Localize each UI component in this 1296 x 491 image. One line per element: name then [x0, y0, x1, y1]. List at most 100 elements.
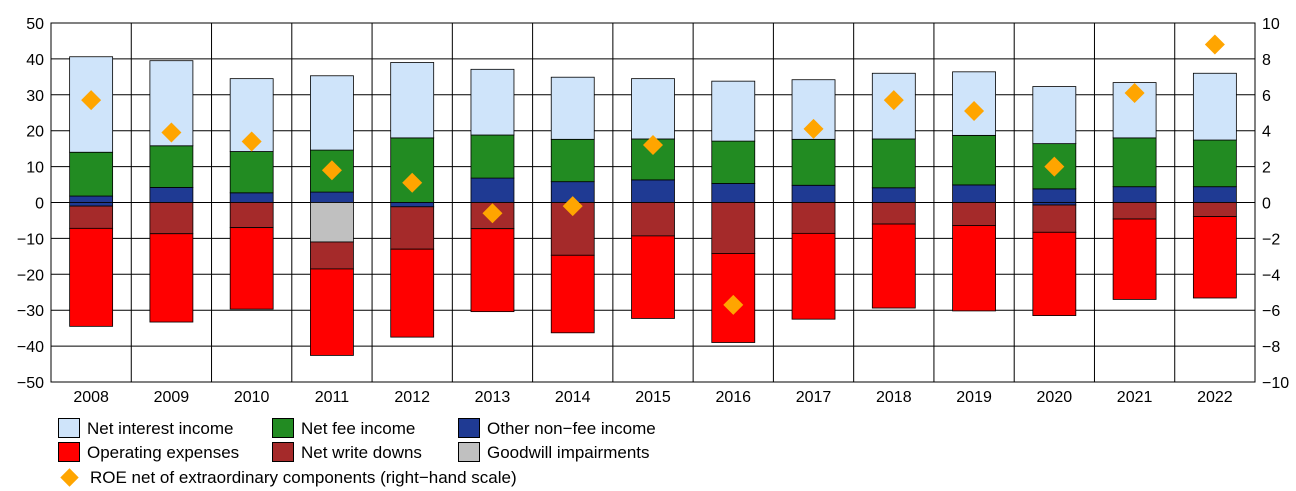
legend-item-roe: ROE net of extraordinary components (rig… — [58, 467, 517, 489]
x-tick-label: 2017 — [796, 389, 832, 406]
bar-nii — [470, 68, 515, 136]
roe-markers — [81, 34, 1225, 315]
bar-wd — [69, 205, 114, 229]
roe-marker — [241, 131, 262, 152]
legend-item-other-non-fee-income: Other non−fee income — [458, 418, 656, 440]
legend-item-operating-expenses: Operating expenses — [58, 442, 239, 464]
legend-label-operating-expenses: Operating expenses — [87, 443, 240, 462]
bar-wd — [310, 241, 354, 270]
legend-swatch-other-non-fee-income — [458, 418, 480, 438]
bar-nii — [390, 62, 435, 139]
y-left-tick-label: 30 — [26, 88, 44, 105]
x-tick-label: 2012 — [394, 389, 430, 406]
bar-fee — [711, 140, 756, 184]
y-right-tick-label: −10 — [1262, 375, 1289, 392]
bar-other — [1032, 188, 1077, 203]
bar-nii — [1192, 72, 1237, 141]
legend-label-goodwill-impairments: Goodwill impairments — [487, 443, 650, 462]
bar-other_neg — [390, 202, 435, 208]
y-left-tick-label: −20 — [17, 267, 44, 284]
bar-gw — [310, 202, 354, 243]
roe-marker — [81, 90, 102, 111]
bar-other — [69, 195, 114, 203]
y-left-tick-label: −30 — [17, 303, 44, 320]
bar-other — [149, 187, 194, 203]
bar-opex — [550, 254, 595, 334]
bar-wd — [1112, 202, 1157, 220]
bar-other — [229, 192, 274, 203]
roe-marker — [1204, 34, 1225, 55]
y-right-tick-label: 0 — [1262, 196, 1271, 213]
legend-swatch-net-write-downs — [272, 442, 294, 462]
y-right-tick-label: 6 — [1262, 88, 1271, 105]
x-tick-label: 2018 — [876, 389, 912, 406]
bar-opex — [631, 235, 675, 319]
y-left-tick-label: 40 — [26, 52, 44, 69]
bar-other — [631, 179, 675, 203]
x-tick-label: 2015 — [635, 389, 671, 406]
y-right-tick-label: −2 — [1262, 231, 1280, 248]
legend-item-net-interest-income: Net interest income — [58, 418, 233, 440]
bar-wd — [390, 206, 435, 250]
roe-marker — [321, 160, 342, 181]
bar-nii — [550, 76, 595, 140]
x-tick-label: 2009 — [154, 389, 190, 406]
bar-wd — [952, 202, 996, 226]
bar-opex — [229, 227, 274, 310]
bar-wd — [631, 202, 675, 237]
bar-other — [1112, 186, 1157, 203]
bar-fee — [69, 151, 114, 197]
x-tick-label: 2020 — [1037, 389, 1073, 406]
legend-item-goodwill-impairments: Goodwill impairments — [458, 442, 650, 464]
roe-marker — [803, 118, 824, 139]
chart-bars — [69, 56, 1237, 356]
bar-nii — [631, 78, 675, 140]
roe-marker — [883, 90, 904, 111]
x-tick-label: 2022 — [1197, 389, 1233, 406]
y-right-tick-label: 8 — [1262, 52, 1271, 69]
bar-wd — [1192, 202, 1237, 217]
y-left-tick-label: −50 — [17, 375, 44, 392]
x-tick-label: 2011 — [315, 389, 350, 406]
bar-nii — [1032, 86, 1077, 145]
y-right-tick-label: −4 — [1262, 267, 1280, 284]
bar-fee — [1032, 143, 1077, 190]
roe-marker — [562, 196, 583, 217]
bar-other — [791, 184, 836, 203]
bar-fee — [952, 134, 996, 186]
y-right-tick-label: 10 — [1262, 16, 1280, 33]
bar-opex — [1112, 218, 1157, 300]
y-left-tick-label: 20 — [26, 124, 44, 141]
x-tick-label: 2019 — [956, 389, 992, 406]
x-tick-label: 2014 — [555, 389, 591, 406]
bar-opex — [791, 232, 836, 320]
x-tick-label: 2013 — [475, 389, 511, 406]
legend-diamond-roe — [60, 468, 79, 487]
bar-wd — [791, 202, 836, 234]
legend-label-net-fee-income: Net fee income — [301, 419, 416, 438]
bar-fee — [550, 138, 595, 183]
bar-fee — [871, 138, 916, 189]
y-left-tick-label: −40 — [17, 339, 44, 356]
bar-other — [310, 191, 354, 203]
bar-fee — [791, 138, 836, 186]
x-tick-label: 2010 — [234, 389, 270, 406]
y-right-tick-label: −8 — [1262, 339, 1280, 356]
plot-frame — [50, 22, 1256, 383]
legend-label-roe: ROE net of extraordinary components (rig… — [90, 468, 517, 487]
bar-opex — [1032, 231, 1077, 316]
bar-opex — [871, 223, 916, 309]
bar-wd — [149, 202, 194, 235]
bar-opex — [952, 225, 996, 312]
roe-marker — [964, 100, 985, 121]
legend-swatch-net-fee-income — [272, 418, 294, 438]
legend-swatch-operating-expenses — [58, 442, 80, 462]
legend-swatch-net-interest-income — [58, 418, 80, 438]
x-tick-label: 2008 — [73, 389, 109, 406]
bar-opex — [1192, 216, 1237, 299]
y-right-tick-label: 2 — [1262, 160, 1271, 177]
bar-nii — [711, 80, 756, 142]
y-right-tick-label: 4 — [1262, 124, 1271, 141]
bar-fee — [229, 151, 274, 194]
bar-opex — [69, 227, 114, 327]
